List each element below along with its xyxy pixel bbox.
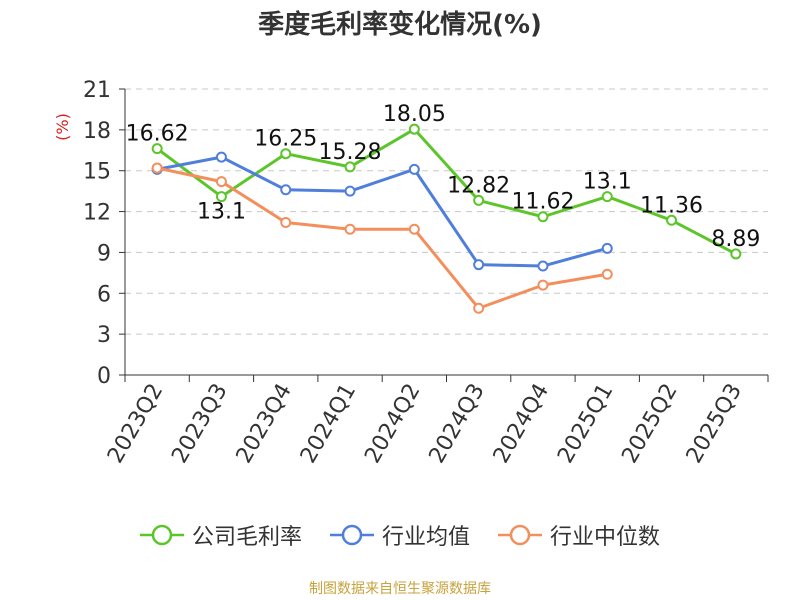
x-tick-label: 2025Q2 [617, 380, 682, 468]
series-lines [151, 123, 742, 314]
legend-label: 行业均值 [381, 525, 470, 550]
x-tick-label: 2023Q4 [232, 380, 297, 468]
grid-lines [125, 88, 768, 335]
data-point [280, 148, 292, 160]
data-point [537, 211, 549, 223]
legend-label: 行业中位数 [550, 525, 661, 550]
x-tick-label: 2025Q3 [682, 380, 747, 468]
data-point [151, 143, 163, 155]
data-label: 13.1 [583, 170, 632, 195]
data-point [537, 279, 549, 291]
legend-item: 公司毛利率 [139, 519, 302, 551]
chart-title: 季度毛利率变化情况(%) [258, 10, 542, 40]
data-label: 8.89 [711, 227, 760, 252]
data-point [601, 191, 613, 203]
y-tick-label: 18 [83, 119, 111, 144]
y-tick-label: 15 [83, 160, 111, 185]
data-label: 15.28 [319, 140, 382, 165]
data-point [215, 151, 227, 163]
data-point [473, 259, 485, 271]
legend-swatch [498, 524, 542, 546]
legend-marker [341, 524, 363, 546]
x-tick-label: 2023Q2 [103, 380, 168, 468]
data-point [344, 161, 356, 173]
y-tick-label: 21 [83, 78, 111, 103]
legend-swatch [139, 524, 184, 546]
legend-swatch [329, 524, 374, 546]
legend-marker [509, 524, 531, 546]
data-point [151, 162, 163, 174]
data-label: 18.05 [383, 102, 446, 127]
data-point [280, 184, 292, 196]
source-footnote: 制图数据来自恒生聚源数据库 [309, 581, 491, 597]
data-point [408, 123, 420, 135]
legend: 公司毛利率 行业均值 行业中位数 [0, 519, 800, 551]
data-label: 12.82 [447, 173, 510, 198]
data-point [601, 242, 613, 254]
data-point [215, 191, 227, 203]
x-tick-label: 2024Q3 [425, 380, 490, 468]
data-point [280, 216, 292, 228]
data-point [408, 223, 420, 235]
data-label: 13.1 [197, 200, 246, 225]
x-tick-label: 2024Q1 [296, 380, 361, 468]
series-line [156, 166, 608, 310]
data-point [344, 185, 356, 197]
y-tick-label: 6 [97, 282, 111, 307]
data-point [473, 302, 485, 314]
x-tick-label: 2023Q3 [167, 380, 232, 468]
y-axis-label: (%) [53, 113, 72, 141]
data-label: 11.36 [640, 193, 703, 218]
data-point [601, 268, 613, 280]
legend-item: 行业均值 [329, 519, 470, 551]
x-tick-label: 2024Q2 [360, 380, 425, 468]
x-tick-label: 2024Q4 [489, 380, 554, 468]
series-line [156, 155, 608, 268]
x-tick-label: 2025Q1 [553, 380, 618, 468]
data-label: 11.62 [511, 190, 574, 215]
data-label: 16.25 [254, 127, 317, 152]
data-point [537, 260, 549, 272]
y-tick-label: 9 [97, 241, 111, 266]
data-point [730, 248, 742, 260]
data-point [215, 176, 227, 188]
data-point [473, 194, 485, 206]
y-tick-label: 3 [97, 323, 111, 348]
data-point [666, 214, 678, 226]
series-line [156, 127, 737, 256]
y-tick-label: 0 [97, 364, 111, 389]
legend-item: 行业中位数 [498, 519, 660, 551]
data-point [344, 223, 356, 235]
y-tick-label: 12 [83, 201, 111, 226]
data-point [408, 163, 420, 175]
legend-label: 公司毛利率 [191, 525, 302, 550]
legend-marker [151, 524, 173, 546]
data-label: 16.62 [126, 122, 189, 147]
